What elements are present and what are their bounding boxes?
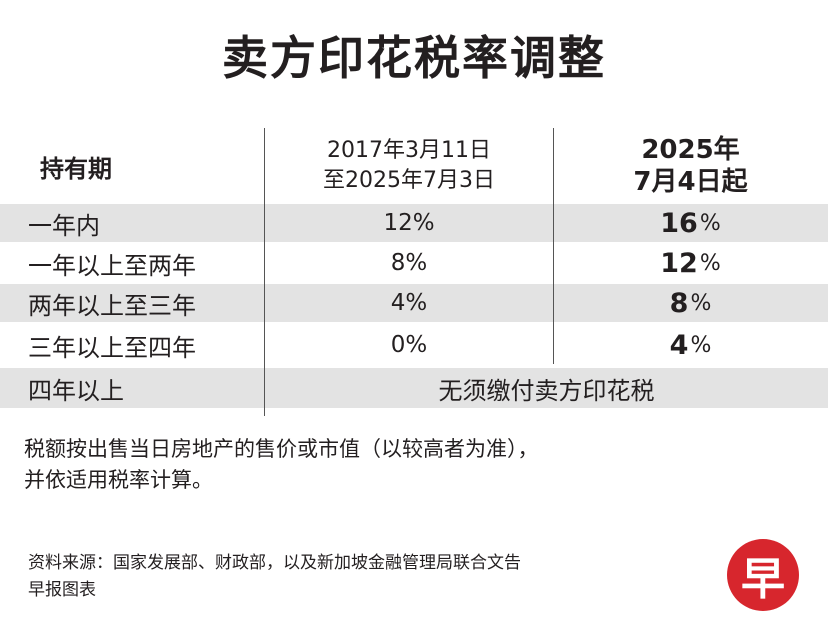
calculation-note: 税额按出售当日房地产的售价或市值（以较高者为准）， 并依适用税率计算。 xyxy=(24,434,804,496)
column-divider xyxy=(264,128,265,416)
row-period: 四年以上 xyxy=(28,376,124,405)
header-holding-period: 持有期 xyxy=(40,154,112,183)
zaobao-logo-icon: 早 xyxy=(727,539,799,611)
row-period: 两年以上至三年 xyxy=(28,291,196,320)
row-new-rate: 4% xyxy=(553,326,828,364)
new-rate-value: 8 xyxy=(669,287,689,319)
new-rate-value: 16 xyxy=(660,207,698,239)
table-row: 一年内 12% 16% xyxy=(0,204,828,242)
source-line2: 早报图表 xyxy=(28,580,96,600)
source-line1: 资料来源：国家发展部、财政部，以及新加坡金融管理局联合文告 xyxy=(28,553,521,573)
row-period: 三年以上至四年 xyxy=(28,333,196,362)
row-merged-note: 无须缴付卖方印花税 xyxy=(438,376,655,405)
note-line2: 并依适用税率计算。 xyxy=(24,468,213,492)
row-old-rate: 12% xyxy=(383,210,435,236)
row-old-rate: 4% xyxy=(390,290,428,316)
new-rate-unit: % xyxy=(690,332,712,358)
row-new-rate: 16% xyxy=(553,204,828,242)
row-new-rate: 12% xyxy=(553,244,828,282)
header-old-rate: 2017年3月11日 至2025年7月3日 xyxy=(265,128,553,204)
table-row: 一年以上至两年 8% 12% xyxy=(0,244,828,282)
source-credit: 资料来源：国家发展部、财政部，以及新加坡金融管理局联合文告 早报图表 xyxy=(28,550,688,604)
table-header-row: 持有期 2017年3月11日 至2025年7月3日 2025年 7月4日起 xyxy=(0,128,828,204)
new-rate-unit: % xyxy=(699,210,721,236)
header-old-rate-line1: 2017年3月11日 xyxy=(327,138,491,163)
row-new-rate: 8% xyxy=(553,284,828,322)
header-new-rate-line2: 7月4日起 xyxy=(633,167,748,197)
table-row: 两年以上至三年 4% 8% xyxy=(0,284,828,322)
column-divider xyxy=(553,128,554,364)
new-rate-unit: % xyxy=(699,250,721,276)
note-line1: 税额按出售当日房地产的售价或市值（以较高者为准）， xyxy=(24,437,539,461)
row-old-rate: 8% xyxy=(390,250,428,276)
header-old-rate-line2: 至2025年7月3日 xyxy=(323,168,495,193)
table-row: 三年以上至四年 0% 4% xyxy=(0,326,828,364)
new-rate-value: 4 xyxy=(669,329,689,361)
row-period: 一年以上至两年 xyxy=(28,251,196,280)
new-rate-unit: % xyxy=(690,290,712,316)
row-period: 一年内 xyxy=(28,211,100,240)
row-old-rate: 0% xyxy=(390,332,428,358)
header-new-rate-line1: 2025年 xyxy=(641,135,740,165)
table-row: 四年以上 无须缴付卖方印花税 xyxy=(0,368,828,408)
page-title: 卖方印花税率调整 xyxy=(222,31,606,85)
new-rate-value: 12 xyxy=(660,247,698,279)
header-new-rate: 2025年 7月4日起 xyxy=(553,128,828,204)
